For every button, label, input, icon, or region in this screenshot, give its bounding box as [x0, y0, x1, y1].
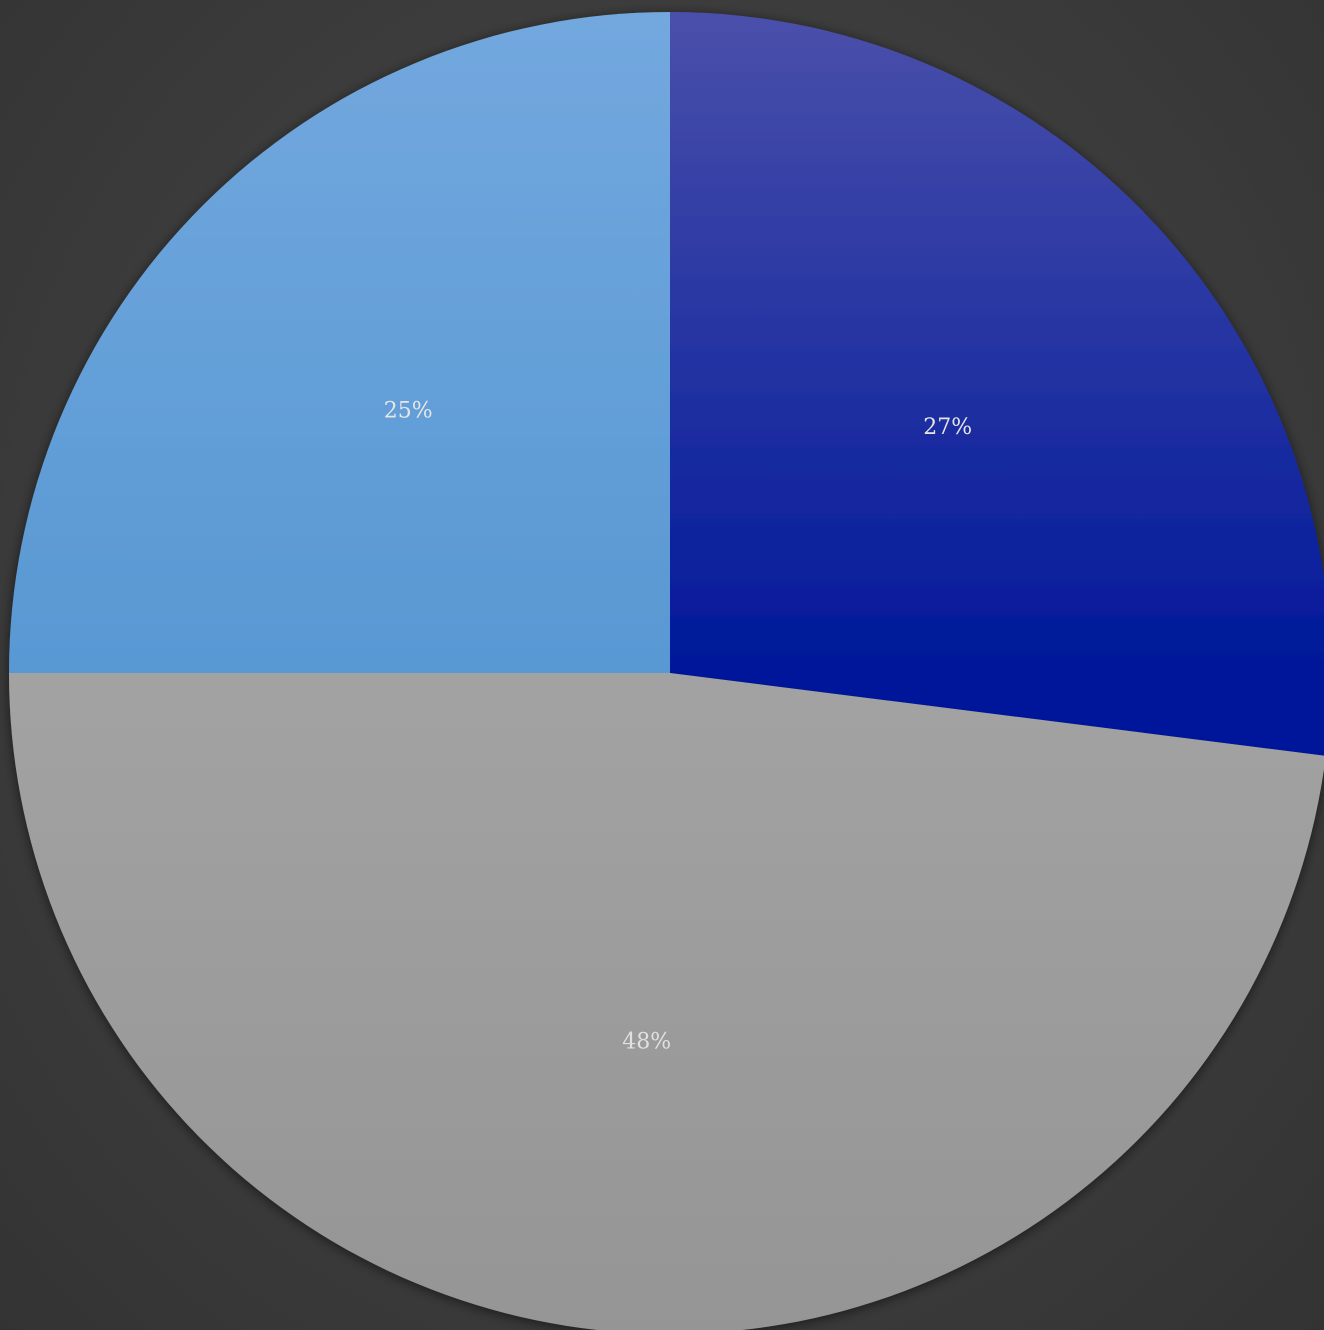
- pie-slice-label-2: 48%: [622, 1029, 671, 1054]
- pie-slice-3: [9, 12, 670, 673]
- pie-slice-1: [670, 12, 1324, 756]
- pie-slice-label-3: 25%: [384, 398, 433, 423]
- pie-slice-2: [9, 673, 1324, 1330]
- pie-slices: [9, 12, 1324, 1330]
- pie-data-labels: 27% 48% 25%: [384, 398, 972, 1054]
- pie-slice-label-1: 27%: [923, 415, 972, 440]
